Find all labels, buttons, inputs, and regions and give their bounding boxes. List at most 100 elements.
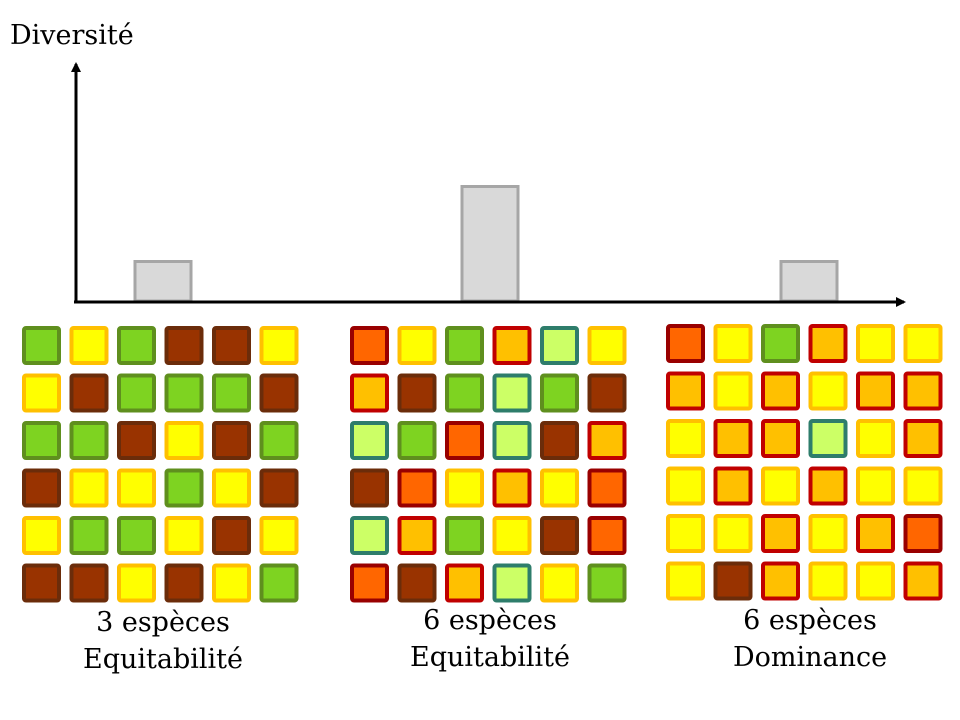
species-cell <box>587 563 627 603</box>
species-cell <box>492 326 532 365</box>
species-cell <box>350 468 389 508</box>
species-cell <box>164 326 204 365</box>
species-cell <box>445 563 484 603</box>
species-cell <box>350 373 389 413</box>
species-cell <box>69 468 109 508</box>
caption-line-species: 6 espèces <box>423 605 557 636</box>
species-cell <box>259 421 299 460</box>
species-cell <box>22 326 61 365</box>
species-cell <box>212 326 251 365</box>
species-cell <box>164 563 204 603</box>
species-cell <box>666 514 705 553</box>
species-cell <box>212 516 251 555</box>
species-cell <box>259 326 299 365</box>
species-cell <box>666 466 705 506</box>
species-grid-2 <box>350 326 627 603</box>
species-cell <box>212 468 251 508</box>
species-cell <box>492 468 532 508</box>
species-cell <box>761 419 800 458</box>
species-cell <box>903 419 943 458</box>
species-cell <box>761 371 800 411</box>
species-cell <box>212 421 251 460</box>
species-cell <box>540 468 579 508</box>
species-cell <box>540 326 579 365</box>
species-cell <box>540 516 579 555</box>
species-cell <box>666 371 705 411</box>
species-cell <box>492 563 532 603</box>
species-cell <box>397 326 437 365</box>
caption-line-species: 3 espèces <box>96 607 230 638</box>
species-cell <box>164 373 204 413</box>
species-cell <box>445 373 484 413</box>
species-cell <box>808 514 848 553</box>
species-cell <box>212 563 251 603</box>
caption-line-distribution: Equitabilité <box>83 644 243 675</box>
species-cell <box>445 421 484 460</box>
species-cell <box>856 514 895 553</box>
species-cell <box>350 563 389 603</box>
species-cell <box>117 516 156 555</box>
species-cell <box>212 373 251 413</box>
species-cell <box>259 373 299 413</box>
species-grid-3 <box>666 324 943 601</box>
bar-community-2 <box>460 185 520 303</box>
species-cell <box>856 419 895 458</box>
species-cell <box>761 561 800 601</box>
species-cell <box>22 563 61 603</box>
species-cell <box>117 421 156 460</box>
species-cell <box>903 561 943 601</box>
species-cell <box>587 516 627 555</box>
species-cell <box>22 468 61 508</box>
species-cell <box>397 516 437 555</box>
species-cell <box>713 419 753 458</box>
species-cell <box>587 373 627 413</box>
species-cell <box>808 324 848 363</box>
species-cell <box>445 468 484 508</box>
species-cell <box>445 516 484 555</box>
species-cell <box>856 561 895 601</box>
caption-community-3: 6 espèces Dominance <box>660 602 960 676</box>
species-cell <box>903 514 943 553</box>
species-cell <box>22 516 61 555</box>
species-cell <box>117 373 156 413</box>
species-cell <box>397 373 437 413</box>
species-cell <box>856 371 895 411</box>
species-cell <box>350 421 389 460</box>
caption-line-distribution: Equitabilité <box>410 642 570 673</box>
species-cell <box>587 326 627 365</box>
species-cell <box>164 468 204 508</box>
species-cell <box>397 421 437 460</box>
bar-community-1 <box>133 260 193 303</box>
species-cell <box>761 514 800 553</box>
species-cell <box>540 421 579 460</box>
species-cell <box>713 514 753 553</box>
species-cell <box>713 371 753 411</box>
species-cell <box>117 563 156 603</box>
species-cell <box>259 468 299 508</box>
species-cell <box>117 326 156 365</box>
species-cell <box>350 516 389 555</box>
species-cell <box>164 516 204 555</box>
species-cell <box>856 324 895 363</box>
species-cell <box>397 563 437 603</box>
grids-layer <box>22 324 943 603</box>
caption-community-1: 3 espèces Equitabilité <box>13 604 313 678</box>
species-cell <box>69 421 109 460</box>
species-cell <box>808 561 848 601</box>
species-cell <box>713 561 753 601</box>
species-cell <box>492 373 532 413</box>
species-cell <box>713 324 753 363</box>
caption-line-species: 6 espèces <box>743 605 877 636</box>
species-cell <box>445 326 484 365</box>
species-cell <box>22 373 61 413</box>
y-axis-label: Diversité <box>10 20 134 51</box>
bar-community-3 <box>779 260 839 303</box>
species-cell <box>808 466 848 506</box>
species-cell <box>903 466 943 506</box>
species-cell <box>69 326 109 365</box>
species-cell <box>164 421 204 460</box>
species-cell <box>903 371 943 411</box>
species-cell <box>761 324 800 363</box>
species-cell <box>397 468 437 508</box>
